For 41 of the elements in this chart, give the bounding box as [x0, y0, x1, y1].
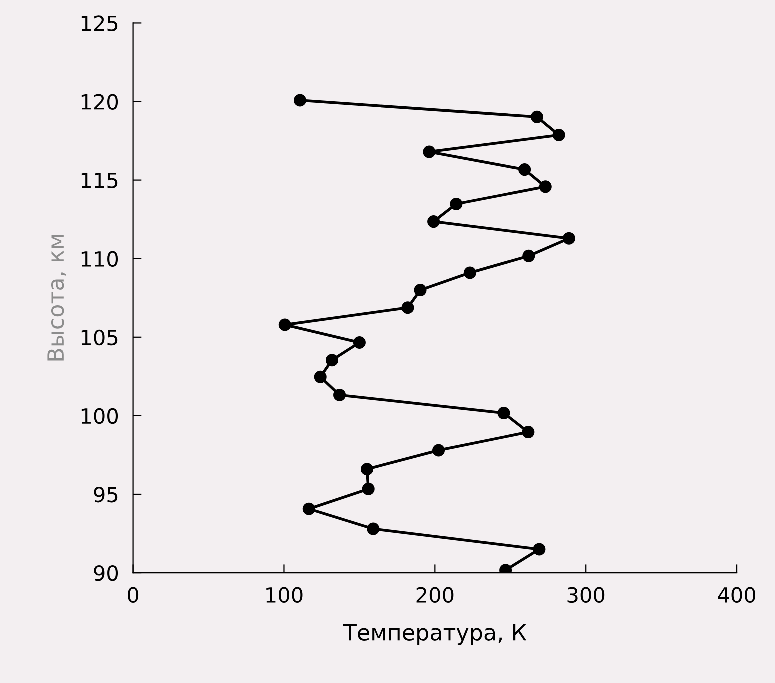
- point: [498, 407, 510, 420]
- x-tick-label: 400: [718, 587, 756, 604]
- x-tick-label: 300: [568, 587, 605, 604]
- y-tick-label: 90: [94, 565, 118, 582]
- point: [518, 164, 532, 176]
- point: [428, 216, 440, 228]
- point: [334, 388, 346, 402]
- point: [522, 250, 536, 262]
- y-tick-label: 100: [82, 408, 118, 424]
- point: [414, 284, 427, 297]
- point: [522, 426, 535, 439]
- point: [450, 198, 463, 210]
- y-tick-label: 115: [82, 173, 118, 189]
- x-tick-label: 200: [416, 587, 454, 604]
- y-tick-label: 105: [82, 330, 118, 346]
- point: [294, 94, 306, 107]
- point: [533, 543, 546, 556]
- x-axis-title: Температура, К: [343, 624, 527, 646]
- point: [367, 522, 380, 536]
- point: [360, 463, 374, 476]
- y-axis-title: Высота, км: [48, 235, 66, 361]
- point: [302, 502, 316, 516]
- y-tick-label: 95: [94, 486, 118, 503]
- y-tick-label: 110: [82, 251, 118, 268]
- point: [402, 302, 414, 314]
- point: [432, 444, 446, 457]
- x-tick-label: 0: [128, 587, 139, 604]
- point: [353, 336, 366, 349]
- y-tick-label: 120: [82, 94, 118, 110]
- x-tick-label: 100: [266, 587, 303, 604]
- point: [552, 128, 566, 142]
- point: [539, 180, 552, 194]
- point: [464, 266, 476, 280]
- point: [314, 370, 327, 384]
- point: [326, 354, 338, 367]
- point: [362, 482, 375, 496]
- point: [278, 318, 292, 332]
- point: [423, 146, 436, 158]
- y-tick-label: 125: [82, 16, 118, 32]
- point: [562, 232, 576, 245]
- point: [530, 110, 544, 124]
